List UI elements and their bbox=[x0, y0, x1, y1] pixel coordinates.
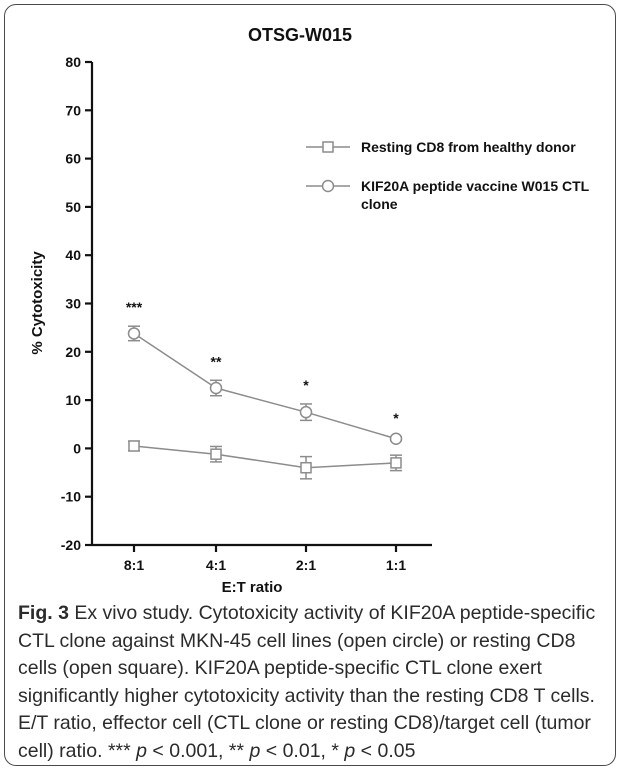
x-tick-label: 8:1 bbox=[124, 557, 144, 573]
data-point bbox=[390, 457, 402, 469]
x-axis: 8:1 4:1 2:1 1:1 bbox=[92, 543, 432, 573]
y-tick-label: 50 bbox=[65, 199, 81, 215]
caption-stat-3: * p < 0.05 bbox=[331, 740, 415, 762]
legend-square-marker bbox=[322, 141, 334, 153]
y-tick-label: 20 bbox=[65, 344, 81, 360]
caption-stat-2: ** p < 0.01, bbox=[229, 740, 326, 762]
stat-stars: *** bbox=[107, 739, 131, 762]
y-axis-label: % Cytotoxicity bbox=[29, 251, 46, 355]
x-tick-label: 2:1 bbox=[296, 557, 316, 573]
data-point bbox=[210, 448, 222, 460]
x-axis-label: E:T ratio bbox=[222, 579, 283, 596]
significance-annotation: * bbox=[393, 410, 399, 426]
series-line bbox=[133, 445, 397, 469]
series-resting-cd8 bbox=[128, 440, 402, 480]
stat-rel: < 0.05 bbox=[355, 739, 416, 762]
data-point bbox=[127, 327, 141, 340]
chart-title: OTSG-W015 bbox=[248, 25, 352, 45]
y-axis: -20 -10 0 10 20 30 40 50 60 70 80 bbox=[61, 54, 94, 553]
data-point bbox=[209, 381, 223, 395]
y-tick-label: 0 bbox=[73, 440, 81, 456]
plot-area: ******* bbox=[126, 299, 403, 480]
stat-p: p bbox=[249, 739, 261, 762]
x-tick-label: 4:1 bbox=[206, 557, 226, 573]
y-tick-label: -10 bbox=[61, 489, 81, 505]
y-tick-label: -20 bbox=[61, 537, 81, 553]
stat-stars: ** bbox=[228, 739, 245, 762]
stat-stars: * bbox=[331, 739, 339, 762]
stat-rel: < 0.01, bbox=[260, 739, 326, 762]
legend: Resting CD8 from healthy donor KIF20A pep… bbox=[306, 139, 590, 212]
significance-annotation: * bbox=[303, 377, 309, 393]
stat-rel: < 0.001, bbox=[147, 739, 224, 762]
y-tick-label: 40 bbox=[65, 247, 81, 263]
legend-item: Resting CD8 from healthy donor bbox=[306, 139, 576, 155]
legend-label: Resting CD8 from healthy donor bbox=[361, 139, 576, 155]
data-point bbox=[300, 461, 312, 474]
y-tick-label: 80 bbox=[65, 54, 81, 70]
data-point bbox=[128, 440, 140, 452]
cytotoxicity-chart: OTSG-W015 -20 -10 0 10 20 30 40 50 60 70 80 8:1 4:1… bbox=[29, 25, 590, 596]
y-tick-label: 30 bbox=[65, 296, 81, 312]
stat-p: p bbox=[344, 739, 356, 762]
y-tick-label: 60 bbox=[65, 151, 81, 167]
legend-circle-marker bbox=[321, 179, 335, 193]
x-tick-label: 1:1 bbox=[386, 557, 406, 573]
caption-text: Ex vivo study. Cytotoxicity activity of … bbox=[18, 602, 596, 762]
legend-label: KIF20A peptide vaccine W015 CTL clone bbox=[361, 178, 590, 212]
y-tick-label: 10 bbox=[65, 392, 81, 408]
significance-annotation: ** bbox=[211, 353, 222, 369]
figure-frame bbox=[4, 4, 616, 766]
caption-label: Fig. 3 bbox=[18, 602, 69, 624]
legend-item: KIF20A peptide vaccine W015 CTL clone bbox=[306, 178, 590, 212]
y-tick-label: 70 bbox=[65, 102, 81, 118]
data-point bbox=[299, 405, 313, 419]
figure-caption: Fig. 3 Ex vivo study. Cytotoxicity activ… bbox=[18, 600, 603, 765]
series-ctl-clone bbox=[127, 325, 403, 445]
series-line bbox=[133, 332, 397, 440]
caption-stat-1: *** p < 0.001, bbox=[108, 740, 224, 762]
data-point bbox=[389, 432, 403, 445]
significance-annotation: *** bbox=[126, 299, 143, 315]
stat-p: p bbox=[136, 739, 148, 762]
